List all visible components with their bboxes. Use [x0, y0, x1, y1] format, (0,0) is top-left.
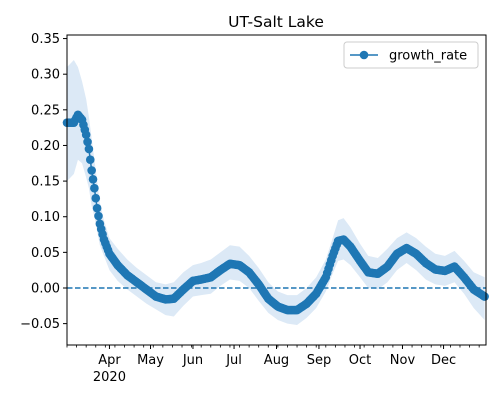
- y-tick-label: −0.05: [20, 317, 60, 332]
- x-tick-label: Nov: [390, 353, 416, 368]
- data-point: [90, 183, 99, 193]
- y-tick-label: 0.20: [31, 139, 60, 154]
- x-tick-label: Aug: [264, 353, 289, 368]
- data-point: [85, 155, 95, 165]
- y-tick-label: 0.05: [31, 246, 60, 261]
- x-tick-sublabel: 2020: [93, 370, 126, 385]
- data-point: [81, 130, 91, 140]
- x-tick-label: Apr: [98, 353, 121, 368]
- legend-marker: [359, 50, 369, 60]
- data-point: [91, 193, 101, 203]
- y-tick-label: 0.10: [31, 210, 60, 225]
- y-tick-label: 0.30: [31, 68, 60, 83]
- y-tick-label: 0.00: [31, 281, 60, 296]
- data-point: [92, 203, 102, 213]
- data-point: [87, 166, 96, 175]
- data-point: [83, 137, 92, 147]
- chart-title: UT-Salt Lake: [228, 13, 324, 31]
- confidence-band: [67, 59, 485, 326]
- x-tick-label: Jun: [182, 353, 203, 368]
- x-tick-label: Oct: [349, 353, 371, 368]
- legend-label: growth_rate: [389, 49, 467, 64]
- y-tick-label: 0.35: [31, 32, 60, 47]
- data-point: [88, 175, 98, 184]
- y-tick-label: 0.15: [31, 175, 60, 190]
- data-point: [94, 211, 103, 221]
- x-tick-label: May: [137, 353, 164, 368]
- chart-title-text: UT-Salt Lake: [228, 13, 324, 31]
- plot-area: [62, 59, 489, 326]
- data-point: [84, 144, 94, 154]
- axes: −0.05 0.00 0.05 0.10 0.15 0.20 0.25 0.30 0.35 Apr…: [20, 32, 487, 385]
- legend-box: [343, 41, 479, 69]
- x-tick-label: Sep: [307, 353, 332, 368]
- y-tick-label: 0.25: [31, 103, 60, 118]
- series-markers: [62, 110, 489, 315]
- legend: growth_rate: [343, 41, 479, 69]
- data-point: [480, 292, 489, 301]
- x-tick-label: Jul: [225, 353, 242, 368]
- x-tick-label: Dec: [431, 353, 456, 368]
